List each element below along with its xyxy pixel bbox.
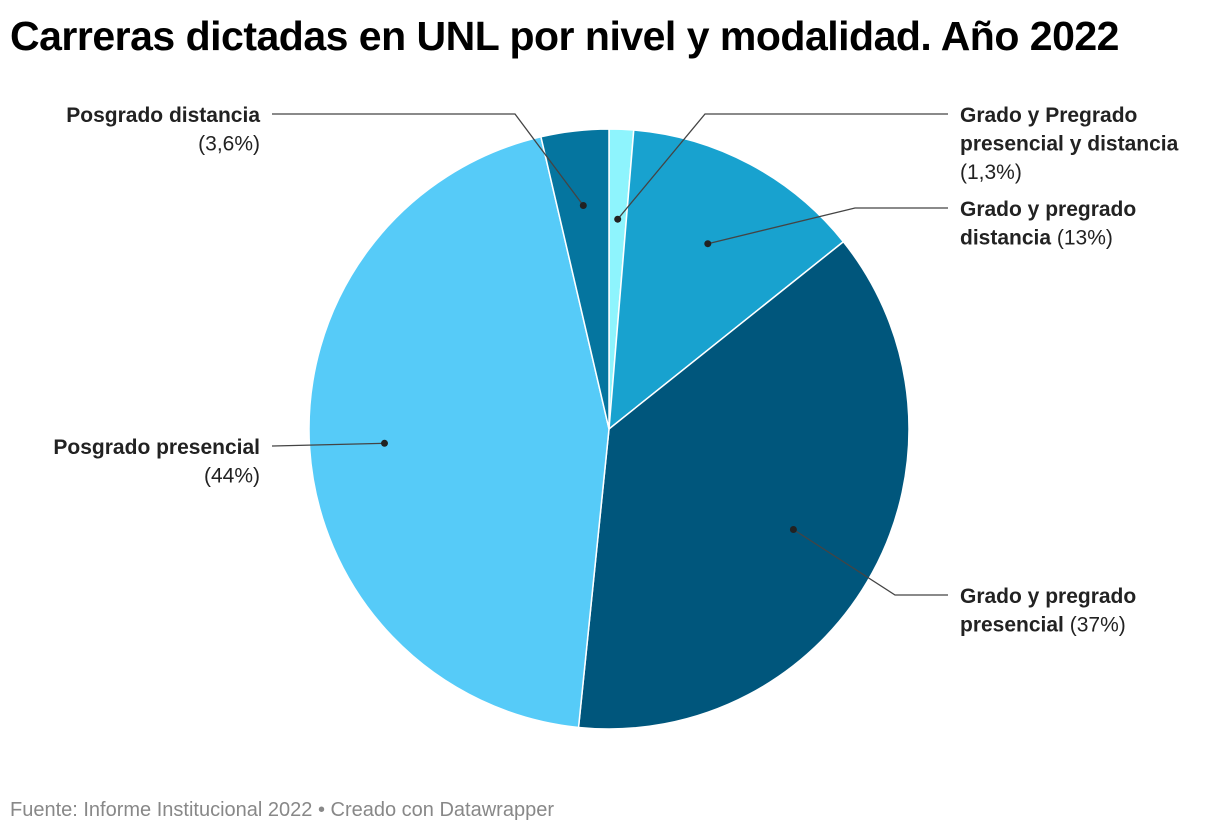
pie-slice-4[interactable] — [308, 135, 610, 729]
slice-label-2-line-1: Grado y pregrado — [960, 198, 1136, 221]
slice-pct-1: (1,3%) — [960, 161, 1022, 184]
leader-line-5 — [272, 113, 584, 206]
slice-label-1-line-2: presencial y distancia — [960, 133, 1179, 156]
footer-separator: • — [312, 799, 331, 821]
leader-dot-5 — [579, 202, 587, 209]
leader-dot-3 — [789, 526, 797, 533]
leader-line-1 — [617, 113, 948, 220]
leader-dot-2 — [704, 240, 712, 248]
leader-dot-1 — [614, 215, 622, 223]
leader-line-3 — [793, 528, 948, 596]
slice-labels: Grado y Pregrado presencial y distancia (1… — [53, 104, 1178, 637]
pie-slice-3[interactable] — [577, 240, 910, 730]
slice-pct-2: (13%) — [1051, 227, 1113, 250]
chart-title: Carreras dictadas en UNL por nivel y mod… — [10, 13, 1120, 59]
pie-slice-5[interactable] — [540, 128, 610, 430]
label-leaders — [272, 113, 948, 596]
leader-dot-4 — [381, 439, 388, 447]
slice-label-2-line-2: distancia (13%) — [960, 227, 1113, 250]
slice-pct-3: (37%) — [1064, 614, 1126, 637]
pie-slice-2[interactable] — [608, 129, 845, 431]
slice-label-3-line-1: Grado y pregrado — [960, 585, 1136, 608]
slice-pct-5: (3,6%) — [198, 133, 260, 156]
slice-pct-4: (44%) — [204, 465, 260, 488]
leader-line-2 — [707, 207, 948, 245]
leader-line-4 — [272, 442, 385, 447]
source-note: Fuente: Informe Institucional 2022 — [10, 799, 313, 821]
slice-label-1-line-1: Grado y Pregrado — [960, 104, 1137, 127]
slice-label-5-line-1: Posgrado distancia — [66, 104, 260, 127]
datawrapper-credit[interactable]: Creado con Datawrapper — [330, 799, 554, 821]
slice-label-3-line-2: presencial (37%) — [960, 614, 1126, 637]
chart-footer: Fuente: Informe Institucional 2022 • Cre… — [10, 799, 554, 822]
slice-label-4-line-1: Posgrado presencial — [53, 436, 260, 459]
pie-slices — [308, 128, 910, 730]
